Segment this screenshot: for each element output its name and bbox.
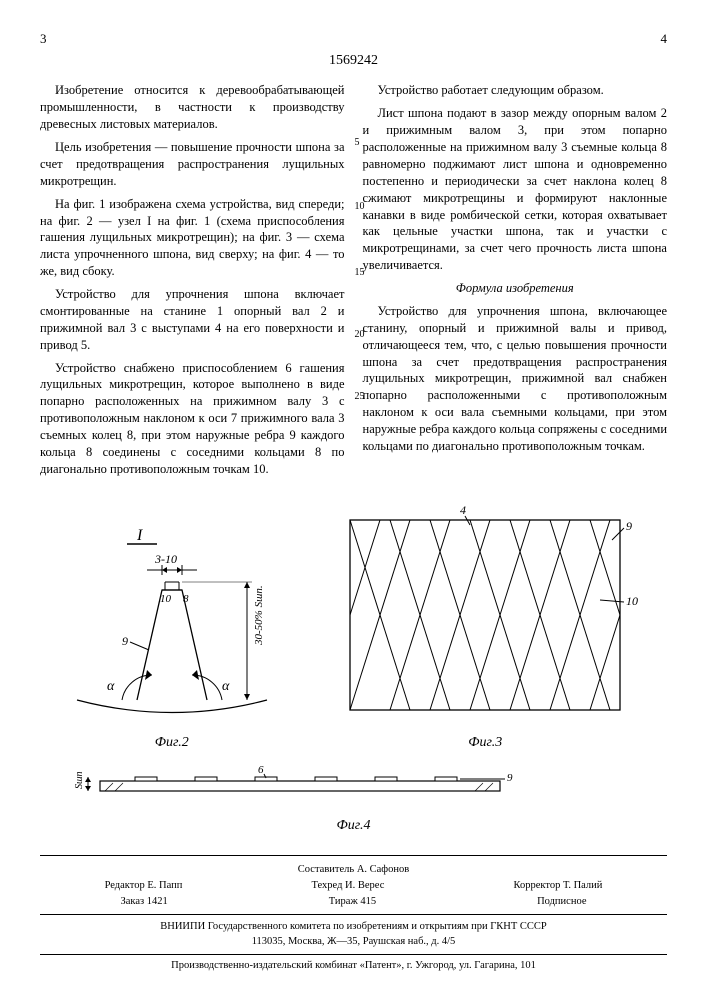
fig2: 3-10 I 10 8 9 α α <box>67 500 277 753</box>
footer-org: ВНИИПИ Государственного комитета по изоб… <box>40 919 667 935</box>
text-columns: Изобретение относится к деревообрабатыва… <box>40 82 667 483</box>
para: Устройство снабжено приспособлением 6 га… <box>40 360 345 478</box>
fig3-label: Фиг.3 <box>330 734 640 753</box>
footer-techred: Техред И. Верес <box>312 878 385 894</box>
page-right: 4 <box>661 30 668 48</box>
para: Устройство работает следующим образом. <box>363 82 668 99</box>
fig3: 4 9 10 Фиг.3 <box>330 500 640 753</box>
dim-3-10: 3-10 <box>154 552 177 566</box>
column-right: Устройство работает следующим образом. Л… <box>363 82 668 483</box>
footer-zakaz: Заказ 1421 <box>120 894 167 910</box>
fig3-svg: 4 9 10 <box>330 500 640 730</box>
fig2-ylabel: 30-50% Sшп. <box>253 585 265 646</box>
lbl-8: 8 <box>183 593 189 605</box>
para: Изобретение относится к деревообрабатыва… <box>40 82 345 133</box>
footer-podpisnoe: Подписное <box>537 894 586 910</box>
alpha-left: α <box>107 679 115 694</box>
fig2-svg: 3-10 I 10 8 9 α α <box>67 500 277 730</box>
fig4: 6 9 Sшп Фиг.4 <box>40 763 667 836</box>
formula-title: Формула изобретения <box>363 280 668 297</box>
footer-editor: Редактор Е. Папп <box>105 878 183 894</box>
para: На фиг. 1 изображена схема устройства, в… <box>40 196 345 280</box>
page-numbers: 3 4 <box>40 30 667 48</box>
footer-addr: 113035, Москва, Ж—35, Раушская наб., д. … <box>40 934 667 950</box>
para: Лист шпона подают в зазор между опорным … <box>363 105 668 274</box>
lbl-6: 6 <box>258 764 264 776</box>
para: Устройство для упрочнения шпона включает… <box>40 286 345 354</box>
para: Устройство для упрочнения шпона, включаю… <box>363 303 668 455</box>
fig4-svg: 6 9 Sшп <box>40 763 540 813</box>
fig4-ylabel: Sшп <box>74 771 85 789</box>
footer: Составитель А. Сафонов Редактор Е. Папп … <box>40 855 667 974</box>
footer-corrector: Корректор Т. Палий <box>514 878 603 894</box>
lbl-10: 10 <box>160 593 172 605</box>
fig4-label: Фиг.4 <box>40 817 667 836</box>
lbl-9: 9 <box>507 772 513 784</box>
lbl-10: 10 <box>626 594 638 608</box>
footer-print: Производственно-издательский комбинат «П… <box>40 954 667 974</box>
footer-compiler: Составитель А. Сафонов <box>40 862 667 878</box>
mark-I: I <box>136 527 143 544</box>
lbl-4: 4 <box>460 503 466 517</box>
figures-block: 3-10 I 10 8 9 α α <box>40 500 667 836</box>
fig2-label: Фиг.2 <box>67 734 277 753</box>
column-left: Изобретение относится к деревообрабатыва… <box>40 82 345 483</box>
lbl-9: 9 <box>122 634 128 648</box>
para: Цель изобретения — повышение прочности ш… <box>40 139 345 190</box>
page-left: 3 <box>40 30 47 48</box>
patent-number: 1569242 <box>40 52 667 71</box>
lbl-9: 9 <box>626 519 632 533</box>
footer-tirazh: Тираж 415 <box>329 894 376 910</box>
alpha-right: α <box>222 679 230 694</box>
